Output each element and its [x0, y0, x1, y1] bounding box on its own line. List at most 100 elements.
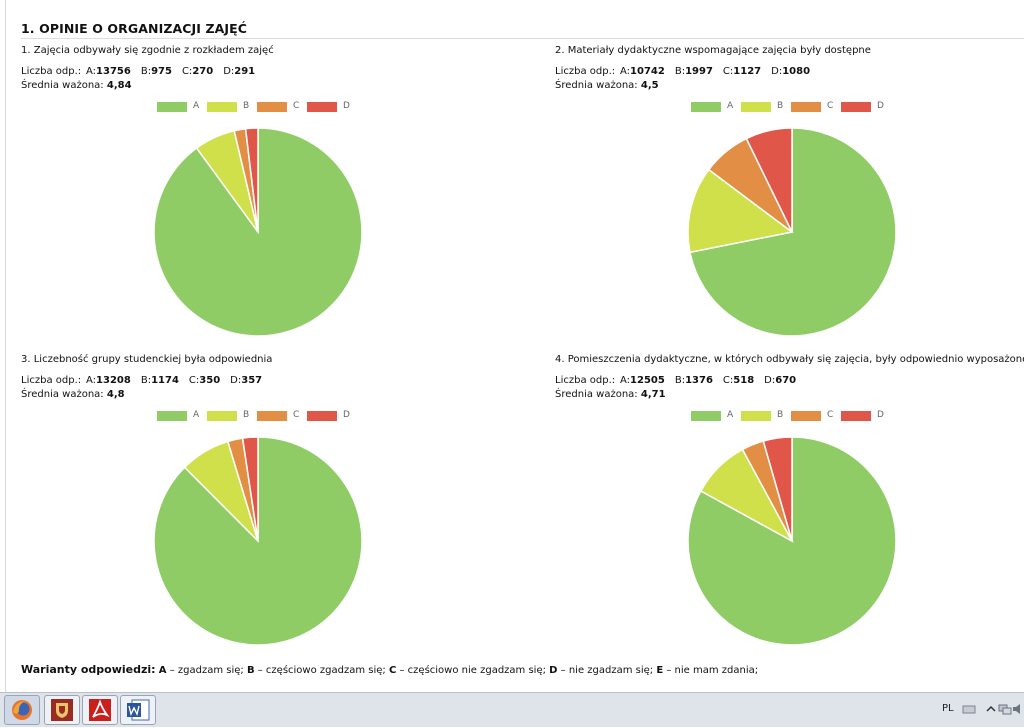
count-item: B: 1174	[140, 375, 179, 386]
title-divider	[21, 38, 1024, 39]
legend-label: B	[243, 410, 250, 420]
university-crest-icon[interactable]	[44, 695, 80, 725]
pie-slice-d	[745, 127, 793, 233]
pie-slice-a	[687, 436, 897, 646]
question-title: 4. Pomieszczenia dydaktyczne, w których …	[555, 354, 1024, 365]
legend-label: C	[293, 101, 300, 111]
legend-swatch	[257, 102, 287, 112]
weighted-average: Średnia ważona: 4,84	[21, 80, 132, 91]
answer-counts: Liczba odp.: A: 12505 B: 1376 C: 518 D: 670	[555, 375, 806, 386]
chevron-up-icon[interactable]	[984, 701, 998, 715]
variant-item: D – nie zgadzam się;	[549, 665, 657, 676]
weighted-average: Średnia ważona: 4,8	[21, 389, 125, 400]
count-item: C: 518	[722, 375, 755, 386]
question-2: 2. Materiały dydaktyczne wspomagające za…	[555, 45, 1024, 345]
weighted-average-value: 4,84	[106, 80, 132, 91]
legend-swatch	[157, 102, 187, 112]
legend-label: D	[343, 410, 350, 420]
variant-item: A – zgadzam się;	[158, 665, 247, 676]
variant-item: C – częściowo nie zgadzam się;	[388, 665, 550, 676]
question-3: 3. Liczebność grupy studenckiej była odp…	[21, 354, 501, 654]
legend-label: D	[877, 101, 884, 111]
legend-label: A	[727, 101, 734, 111]
word-icon[interactable]	[120, 695, 156, 725]
count-item: A: 10742	[620, 66, 665, 77]
question-4: 4. Pomieszczenia dydaktyczne, w których …	[555, 354, 1024, 654]
count-item: C: 350	[188, 375, 221, 386]
count-item: D: 670	[764, 375, 797, 386]
pie-chart-4	[687, 436, 897, 646]
legend-swatch	[741, 102, 771, 112]
taskbar: PL	[0, 692, 1024, 727]
keyboard-icon[interactable]	[962, 701, 976, 715]
legend-label: C	[293, 410, 300, 420]
count-item: B: 1376	[674, 375, 713, 386]
question-title: 3. Liczebność grupy studenckiej była odp…	[21, 354, 273, 365]
answer-counts: Liczba odp.: A: 10742 B: 1997 C: 1127 D: 108…	[555, 66, 820, 77]
survey-page: 1. OPINIE O ORGANIZACJI ZAJĘĆ 1. Zajęcia…	[5, 0, 1024, 692]
legend-label: B	[777, 410, 784, 420]
legend-swatch	[791, 102, 821, 112]
legend-label: B	[777, 101, 784, 111]
question-1: 1. Zajęcia odbywały się zgodnie z rozkła…	[21, 45, 501, 345]
variant-item: E – nie mam zdania;	[656, 665, 759, 676]
legend-label: C	[827, 101, 834, 111]
pie-slice-d	[244, 127, 259, 233]
legend-swatch	[741, 411, 771, 421]
legend-label: A	[193, 101, 200, 111]
count-item: B: 975	[140, 66, 172, 77]
count-item: D: 357	[230, 375, 263, 386]
legend-swatch	[791, 411, 821, 421]
counts-label: Liczba odp.:	[21, 375, 82, 386]
legend-label: A	[727, 410, 734, 420]
count-item: B: 1997	[674, 66, 713, 77]
counts-label: Liczba odp.:	[555, 66, 616, 77]
legend-label: D	[343, 101, 350, 111]
variant-item: B – częściowo zgadzam się;	[246, 665, 389, 676]
weighted-average-value: 4,5	[640, 80, 659, 91]
count-item: A: 13756	[86, 66, 131, 77]
weighted-average: Średnia ważona: 4,5	[555, 80, 659, 91]
pie-chart-3	[153, 436, 363, 646]
network-icon[interactable]	[998, 701, 1012, 715]
pie-slice-b	[687, 168, 794, 254]
volume-icon[interactable]	[1012, 701, 1024, 715]
count-item: A: 13208	[86, 375, 131, 386]
pie-chart-2	[687, 127, 897, 337]
pie-slice-d	[241, 436, 259, 542]
weighted-average-value: 4,8	[106, 389, 125, 400]
legend-swatch	[157, 411, 187, 421]
pdf-reader-icon[interactable]	[82, 695, 118, 725]
legend-label: C	[827, 410, 834, 420]
legend-swatch	[691, 102, 721, 112]
language-indicator[interactable]: PL	[942, 703, 954, 714]
answer-variants: Warianty odpowiedzi: A – zgadzam się; B …	[21, 663, 758, 676]
pie-slice-d	[762, 436, 793, 542]
legend-swatch	[691, 411, 721, 421]
weighted-average-value: 4,71	[640, 389, 666, 400]
counts-label: Liczba odp.:	[555, 375, 616, 386]
variants-list: A – zgadzam się; B – częściowo zgadzam s…	[159, 665, 758, 676]
legend-label: D	[877, 410, 884, 420]
answer-counts: Liczba odp.: A: 13208 B: 1174 C: 350 D: 357	[21, 375, 272, 386]
count-item: A: 12505	[620, 375, 665, 386]
count-item: C: 1127	[722, 66, 762, 77]
legend-label: A	[193, 410, 200, 420]
legend-swatch	[207, 102, 237, 112]
count-item: C: 270	[181, 66, 214, 77]
firefox-icon[interactable]	[4, 695, 40, 725]
section-title: 1. OPINIE O ORGANIZACJI ZAJĘĆ	[21, 21, 248, 36]
variants-title: Warianty odpowiedzi:	[21, 663, 156, 676]
count-item: D: 1080	[771, 66, 811, 77]
question-title: 2. Materiały dydaktyczne wspomagające za…	[555, 45, 871, 56]
counts-label: Liczba odp.:	[21, 66, 82, 77]
page-left-border	[5, 0, 6, 692]
count-item: D: 291	[223, 66, 256, 77]
legend-swatch	[841, 102, 871, 112]
legend-swatch	[257, 411, 287, 421]
legend-swatch	[207, 411, 237, 421]
legend-swatch	[307, 102, 337, 112]
question-title: 1. Zajęcia odbywały się zgodnie z rozkła…	[21, 45, 274, 56]
legend-label: B	[243, 101, 250, 111]
pie-chart-1	[153, 127, 363, 337]
